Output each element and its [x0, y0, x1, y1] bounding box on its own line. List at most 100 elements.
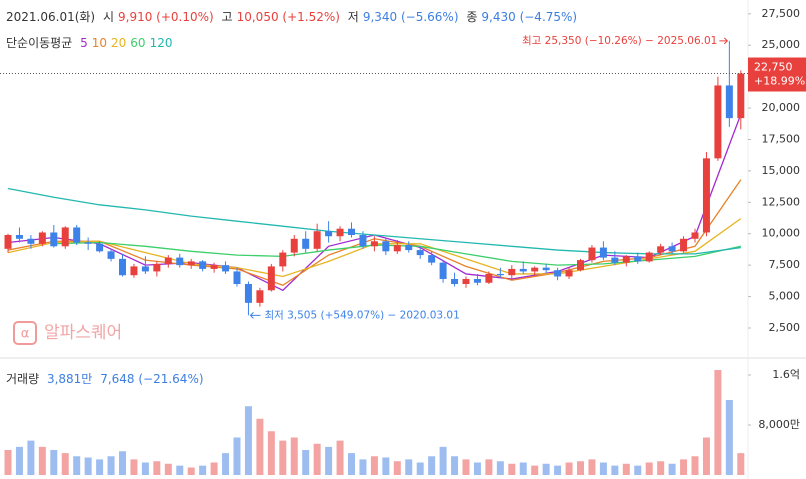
- volume-bar: [267, 431, 275, 475]
- volume-bar: [428, 456, 436, 475]
- candle-body: [668, 246, 676, 252]
- volume-bar: [599, 462, 607, 475]
- candle-body: [61, 227, 69, 247]
- volume-bar: [691, 456, 699, 475]
- volume-bar: [244, 406, 252, 475]
- candle-body: [302, 238, 310, 249]
- candle-body: [50, 232, 58, 247]
- max-annotation: 최고 25,350 (−10.26%) − 2025.06.01: [522, 35, 717, 47]
- candle-body: [233, 271, 241, 284]
- candle-body: [737, 73, 745, 119]
- candle-body: [119, 258, 126, 276]
- volume-bar: [348, 453, 355, 475]
- volume-tick-label: 8,000만: [758, 418, 800, 431]
- volume-bar: [222, 453, 230, 475]
- candle-body: [256, 290, 264, 303]
- y-tick-label: 12,500: [762, 195, 801, 208]
- candle-body: [382, 241, 390, 252]
- volume-bar: [187, 467, 195, 475]
- candle-body: [588, 247, 596, 261]
- candle-body: [714, 85, 722, 159]
- volume-bar: [622, 463, 630, 475]
- last-change: +18.99%: [754, 75, 805, 88]
- low-label: 저: [347, 10, 359, 24]
- candle-body: [176, 257, 184, 266]
- candle-body: [508, 268, 516, 276]
- candle-body: [141, 266, 149, 272]
- logo-glyph: α: [21, 327, 30, 342]
- volume-bar: [164, 463, 172, 475]
- volume-bar: [359, 459, 367, 475]
- volume-bar: [588, 459, 596, 475]
- volume-bar: [565, 462, 573, 475]
- volume-bar: [107, 456, 115, 475]
- y-tick-label: 10,000: [762, 227, 801, 240]
- candle-body: [428, 255, 436, 263]
- volume-change: 7,648 (−21.64%): [100, 372, 204, 386]
- volume-bar: [611, 465, 619, 475]
- volume-bar: [680, 459, 688, 475]
- volume-bar: [485, 459, 493, 475]
- volume-bar: [645, 462, 653, 475]
- candle-body: [611, 257, 619, 263]
- volume-bar: [130, 459, 138, 475]
- candle-body: [554, 270, 562, 277]
- candle-body: [15, 234, 23, 239]
- candle-body: [153, 263, 161, 272]
- volume-bar: [451, 456, 459, 475]
- ma-legend-entry: 5: [80, 36, 88, 50]
- candle-body: [348, 228, 355, 235]
- candle-body: [451, 278, 459, 284]
- max-arrow: [719, 37, 729, 45]
- candle-body: [107, 251, 115, 259]
- candle-body: [130, 266, 138, 276]
- ma-line: [7, 179, 742, 286]
- candle-body: [519, 268, 527, 272]
- volume-bar: [496, 461, 504, 475]
- high-text: 10,050 (+1.52%): [236, 10, 340, 24]
- volume-bar: [256, 418, 264, 475]
- y-tick-label: 7,500: [769, 258, 801, 271]
- candle-body: [393, 245, 401, 252]
- volume-bar: [668, 463, 676, 475]
- volume-bar: [27, 440, 35, 475]
- volume-bar: [141, 462, 149, 475]
- volume-bar: [531, 465, 539, 475]
- candle-body: [359, 234, 367, 247]
- close-text: 9,430 (−4.75%): [481, 10, 578, 24]
- y-tick-label: 17,500: [762, 132, 801, 145]
- candle-body: [439, 262, 447, 279]
- candle-body: [199, 261, 207, 269]
- volume-bar: [290, 437, 298, 475]
- candle-body: [187, 261, 195, 266]
- volume-bar: [233, 437, 241, 475]
- date: 2021.06.01(화): [6, 10, 96, 24]
- volume-bar: [382, 457, 390, 475]
- candle-body: [622, 256, 630, 263]
- candle-body: [38, 232, 46, 244]
- volume-header: 거래량 3,881만 7,648 (−21.64%): [6, 370, 208, 387]
- volume-bar: [542, 463, 550, 475]
- volume-bar: [657, 461, 665, 475]
- open-label: 시: [102, 10, 114, 24]
- last-price: 22,750: [754, 61, 793, 74]
- candle-body: [279, 252, 287, 267]
- candle-body: [325, 231, 333, 237]
- volume-bar: [508, 463, 516, 475]
- ma-legend-entry: 20: [111, 36, 127, 50]
- volume-tick-label: 1.6억: [772, 368, 800, 381]
- volume-bar: [370, 456, 378, 475]
- min-annotation: 최저 3,505 (+549.07%) − 2020.03.01: [264, 309, 459, 321]
- volume-bar: [84, 457, 92, 475]
- volume-bar: [153, 461, 161, 475]
- candle-body: [577, 260, 584, 271]
- candle-body: [645, 252, 653, 262]
- candle-body: [336, 228, 344, 237]
- candle-body: [84, 242, 92, 244]
- candle-body: [405, 245, 413, 251]
- ma-title: 단순이동평균: [6, 36, 73, 50]
- volume-bar: [577, 461, 584, 475]
- close-label: 종: [466, 10, 478, 24]
- volume-bar: [416, 462, 424, 475]
- candle-body: [485, 273, 493, 283]
